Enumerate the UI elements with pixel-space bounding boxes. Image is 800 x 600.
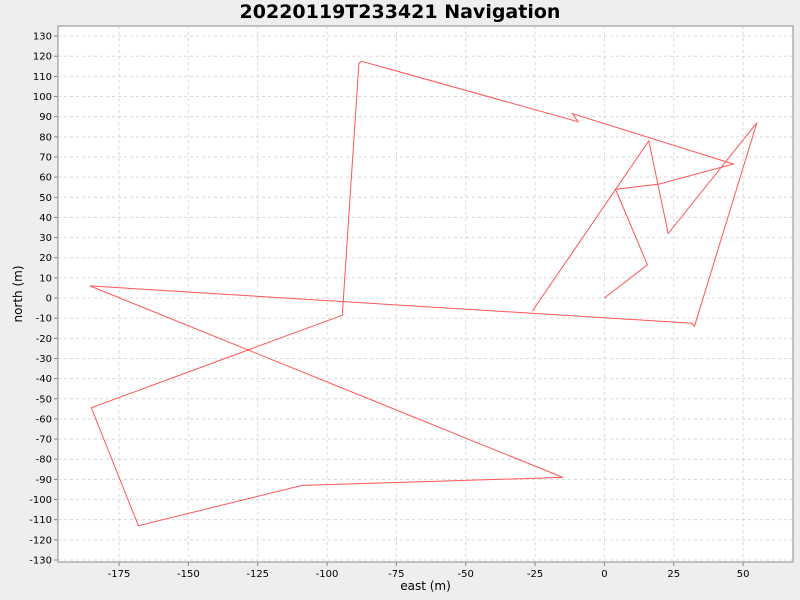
plot-background [57, 25, 794, 563]
x-tick-label: -150 [177, 569, 200, 580]
y-tick-label: 20 [39, 253, 52, 264]
y-tick-label: -80 [36, 455, 52, 466]
x-tick-label: -125 [246, 569, 269, 580]
y-axis-label: north (m) [11, 265, 25, 322]
y-tick-label: -70 [36, 435, 52, 446]
y-tick-label: -110 [29, 515, 52, 526]
y-tick-label: -30 [36, 354, 52, 365]
chart-title: 20220119T233421 Navigation [239, 1, 561, 23]
y-tick-label: -20 [36, 334, 52, 345]
y-tick-label: 70 [39, 152, 52, 163]
y-tick-label: 100 [33, 92, 52, 103]
axis-ticks: -175 -150 -125 -100 -75 -50 -25 0 25 501301201101… [29, 32, 749, 580]
y-tick-label: 50 [39, 193, 52, 204]
y-tick-label: 0 [46, 294, 52, 305]
x-axis-label: east (m) [400, 579, 451, 593]
y-tick-label: -130 [29, 555, 52, 566]
y-tick-label: 120 [33, 52, 52, 63]
y-tick-label: -50 [36, 394, 52, 405]
y-tick-label: 110 [33, 72, 52, 83]
y-tick-label: 60 [39, 173, 52, 184]
x-tick-label: 0 [601, 569, 607, 580]
y-tick-label: -90 [36, 475, 52, 486]
y-tick-label: 80 [39, 132, 52, 143]
y-tick-label: 130 [33, 32, 52, 43]
x-tick-label: -175 [108, 569, 131, 580]
y-tick-label: 90 [39, 112, 52, 123]
series-layer [89, 60, 758, 527]
x-tick-label: -75 [388, 569, 404, 580]
x-tick-label: -50 [458, 569, 474, 580]
track-line [89, 60, 758, 527]
y-tick-label: 30 [39, 233, 52, 244]
x-tick-label: -100 [316, 569, 339, 580]
x-tick-label: 50 [737, 569, 750, 580]
x-tick-label: -25 [527, 569, 543, 580]
gridlines [58, 26, 793, 562]
y-tick-label: 40 [39, 213, 52, 224]
y-tick-label: -40 [36, 374, 52, 385]
y-tick-label: -10 [36, 314, 52, 325]
y-tick-label: -120 [29, 535, 52, 546]
x-tick-label: 25 [667, 569, 680, 580]
y-tick-label: 10 [39, 273, 52, 284]
y-tick-label: -60 [36, 414, 52, 425]
y-tick-label: -100 [29, 495, 52, 506]
